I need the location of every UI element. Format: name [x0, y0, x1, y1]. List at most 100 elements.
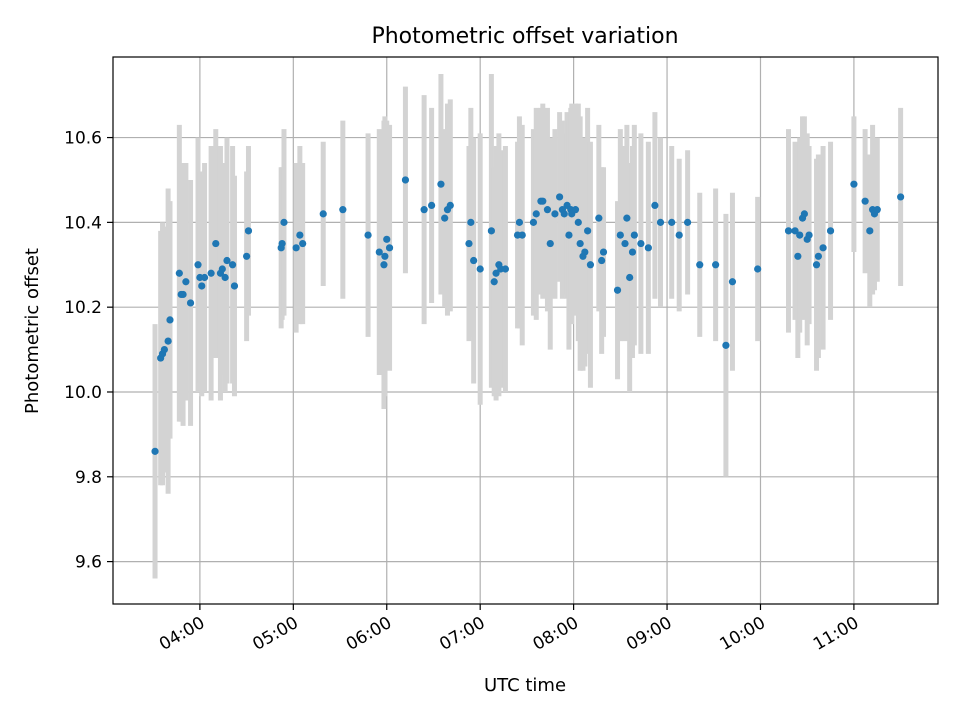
data-point [675, 231, 683, 239]
data-point [194, 261, 202, 269]
data-point [164, 337, 172, 345]
x-tick-label: 05:00 [249, 613, 301, 655]
data-point [296, 231, 304, 239]
data-point [565, 231, 573, 239]
data-point [175, 269, 183, 277]
data-point [476, 265, 484, 273]
data-point [179, 290, 187, 299]
data-point [712, 261, 720, 269]
data-point [722, 341, 730, 349]
data-point [574, 218, 582, 226]
data-point [628, 248, 637, 256]
data-point [598, 256, 606, 265]
y-axis: 9.6 9.8 10.0 10.2 10.4 10.6 [64, 129, 113, 573]
data-point [467, 218, 475, 226]
y-tick-label: 10.0 [64, 383, 102, 403]
data-point [375, 248, 383, 256]
plot-frame [112, 56, 939, 605]
data-point [866, 227, 874, 235]
data-point [546, 239, 554, 248]
data-point [784, 227, 793, 235]
data-point [244, 227, 253, 235]
data-point [518, 231, 526, 239]
data-point [897, 193, 905, 201]
y-tick-label: 10.2 [64, 298, 102, 318]
data-point [470, 256, 478, 265]
data-point [637, 239, 645, 248]
data-point [221, 273, 229, 282]
data-point [212, 239, 220, 248]
data-point [599, 248, 608, 256]
data-point [278, 239, 286, 248]
data-point [644, 244, 652, 252]
y-axis-label: Photometric offset [22, 248, 43, 414]
data-point [556, 193, 564, 201]
data-point [613, 286, 622, 294]
data-point [198, 282, 206, 290]
data-point [446, 201, 454, 210]
y-tick-label: 9.6 [75, 553, 102, 573]
data-point [207, 269, 215, 277]
data-point [812, 261, 821, 269]
data-point [186, 299, 195, 307]
data-point [492, 269, 500, 277]
data-point [487, 227, 495, 235]
data-point [151, 447, 159, 455]
data-point [490, 278, 498, 286]
data-point [420, 206, 428, 214]
data-point [200, 273, 209, 282]
data-point [437, 180, 445, 188]
data-point [621, 239, 629, 248]
data-point [529, 218, 538, 226]
data-point [218, 265, 226, 273]
data-point [299, 239, 307, 248]
data-point [380, 261, 388, 269]
x-tick-label: 11:00 [810, 613, 862, 655]
data-point [230, 282, 239, 290]
data-point [339, 206, 347, 214]
data-point [560, 210, 568, 218]
data-point [861, 197, 869, 205]
y-tick-label: 10.6 [64, 129, 102, 149]
x-tick-label: 08:00 [530, 613, 582, 655]
data-point [581, 248, 589, 256]
data-point [728, 278, 737, 286]
data-point [656, 218, 665, 226]
data-point [319, 210, 327, 218]
data-point [385, 244, 394, 252]
data-point [616, 231, 624, 239]
data-point [805, 231, 813, 239]
data-point [182, 278, 190, 286]
data-point [850, 180, 858, 188]
data-point [383, 235, 391, 243]
data-point [381, 252, 389, 260]
data-point [668, 218, 676, 226]
data-point [684, 218, 692, 226]
data-point [794, 252, 802, 260]
data-point [630, 231, 638, 239]
data-point [166, 316, 174, 324]
y-tick-label: 9.8 [75, 468, 102, 488]
data-point [796, 231, 804, 239]
data-point [539, 197, 547, 205]
data-point [223, 256, 231, 265]
x-tick-label: 04:00 [156, 613, 208, 655]
data-point [571, 206, 580, 214]
data-point [465, 239, 473, 248]
data-point [532, 210, 540, 218]
data-point [428, 201, 436, 210]
data-point [800, 210, 808, 218]
data-point [819, 244, 827, 252]
data-point [754, 265, 762, 273]
y-tick-label: 10.4 [64, 213, 102, 233]
data-point [814, 252, 823, 260]
data-point [543, 206, 552, 214]
data-point [501, 265, 510, 273]
data-point [280, 218, 288, 226]
data-point [228, 261, 237, 269]
data-point [626, 273, 634, 282]
data-point [551, 210, 559, 218]
data-point [441, 214, 449, 222]
data-point [696, 261, 704, 269]
